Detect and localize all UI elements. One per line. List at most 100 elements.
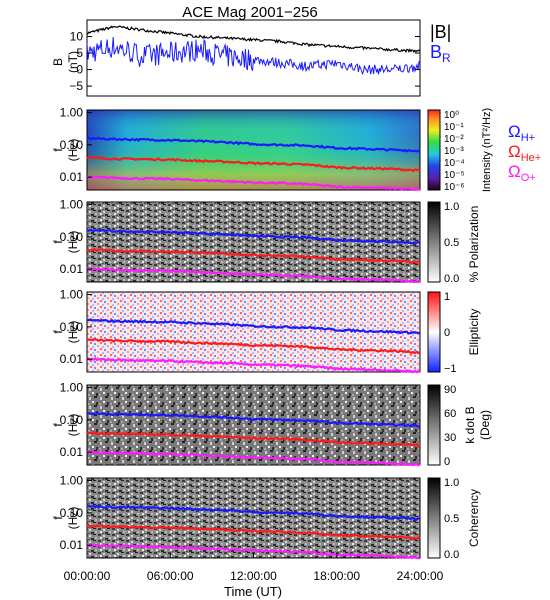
b-ylabel-line2: (nT): [66, 51, 80, 73]
legend-omega-o-sub: O+: [521, 172, 536, 184]
polarization-ylabel-line1: f: [51, 240, 65, 244]
colorbar-tick-label: 1.0: [444, 201, 459, 213]
legend-omega-o-base: Ω: [508, 162, 521, 181]
coherency-ylabel-line2: (Hz): [66, 507, 80, 530]
intensity-spectrogram-overlay: [87, 110, 420, 190]
x-tick-label: 24:00:00: [397, 569, 444, 583]
legend-omega-h-sub: H+: [521, 132, 535, 144]
colorbar-tick-label: 10⁻⁵: [444, 170, 465, 181]
legend-br: BR: [430, 42, 451, 65]
colorbar-tick-label: 0.5: [444, 237, 459, 249]
legend-omega-h-base: Ω: [508, 122, 521, 141]
x-tick-label: 12:00:00: [230, 569, 277, 583]
ellipticity-colorbar: [427, 291, 441, 373]
legend-b-magnitude: |B|: [430, 22, 451, 42]
coherency-colorbar: [427, 477, 441, 559]
freq-line-o: [86, 357, 421, 374]
colorbar-tick-label: 0.0: [444, 549, 459, 561]
colorbar-tick-label: 0.5: [444, 513, 459, 525]
coherency-colorbar-label: Coherency: [467, 489, 481, 547]
freq-ytick-label: 0.01: [60, 262, 84, 276]
polarization-colorbar-label: % Polarization: [467, 206, 481, 283]
kdotb-ylabel-line2: (Hz): [66, 414, 80, 437]
freq-ytick-label: 1.00: [60, 474, 84, 488]
kdotb-panel: 1.00 0.10 0.01 90 60 30 0 k dot B (Deg) f (Hz…: [51, 381, 492, 468]
freq-line-o: [86, 267, 421, 284]
colorbar-tick-label: 1: [444, 291, 450, 303]
freq-ytick-label: 0.10: [60, 320, 84, 334]
b-ylabel-line1: B: [51, 58, 65, 66]
freq-line-he: [86, 431, 421, 448]
freq-ytick-label: 1.00: [60, 288, 84, 302]
freq-line-h: [86, 136, 421, 153]
colorbar-tick-label: 90: [444, 384, 456, 396]
colorbar-tick-label: 0: [444, 327, 450, 339]
colorbar-tick-label: 10⁻³: [444, 146, 464, 157]
x-axis-label: Time (UT): [224, 584, 282, 599]
intensity-ylabel-line1: f: [51, 148, 65, 152]
coherency-ylabel-line1: f: [51, 516, 65, 520]
kdotb-colorbar: [427, 384, 441, 466]
freq-line-he: [86, 338, 421, 355]
freq-ytick-label: 1.00: [60, 198, 84, 212]
intensity-colorbar: [427, 109, 441, 191]
ellipticity-panel: 1.00 0.10 0.01 1 0 −1 Ellipticity f (Hz): [51, 288, 481, 375]
freq-ytick-label: 0.01: [60, 352, 84, 366]
legend-omega-h: ΩH+: [508, 122, 535, 144]
intensity-panel: 1.00 0.10 0.01 10⁰10⁻¹10⁻²10⁻³10⁻⁴10⁻⁵10⁻⁶…: [51, 106, 541, 193]
colorbar-tick-label: 10⁻⁴: [444, 158, 465, 169]
freq-line-h: [87, 228, 421, 245]
legend-omega-he: ΩHe+: [508, 142, 541, 164]
intensity-ylabel-line2: (Hz): [66, 139, 80, 162]
b-ytick-label: 0: [76, 63, 83, 77]
b-ytick-label: −5: [69, 79, 83, 93]
colorbar-tick-label: 1.0: [444, 477, 459, 489]
freq-ytick-label: 0.01: [60, 538, 84, 552]
colorbar-tick-label: 10⁻⁶: [444, 182, 465, 193]
freq-line-h: [86, 504, 421, 521]
x-tick-label: 18:00:00: [313, 569, 360, 583]
freq-line-h: [86, 411, 421, 428]
kdotb-colorbar-label-line2: (Deg): [478, 410, 492, 440]
coherency-panel: 1.00 0.10 0.01 1.0 0.5 0.0 Coherency f (Hz): [51, 474, 481, 561]
freq-ytick-label: 1.00: [60, 381, 84, 395]
freq-line-he: [86, 523, 421, 541]
ellipticity-ylabel-line2: (Hz): [66, 321, 80, 344]
legend-omega-o: ΩO+: [508, 162, 536, 184]
freq-ytick-label: 0.10: [60, 413, 84, 427]
b-panel-frame: [86, 19, 421, 97]
figure-title: ACE Mag 2001−256: [182, 4, 318, 21]
legend-omega-he-sub: He+: [521, 152, 542, 164]
b-ytick-label: 10: [70, 30, 84, 44]
freq-ytick-label: 0.01: [60, 170, 84, 184]
colorbar-tick-label: 60: [444, 408, 456, 420]
freq-line-o: [86, 450, 421, 467]
freq-ytick-label: 0.10: [60, 138, 84, 152]
legend-omega-he-base: Ω: [508, 142, 521, 161]
x-tick-label: 00:00:00: [64, 569, 111, 583]
b-magnitude-series-line: [86, 25, 421, 54]
ellipticity-ylabel-line1: f: [51, 330, 65, 334]
colorbar-tick-label: 10⁻¹: [444, 122, 464, 133]
freq-line-he: [86, 248, 421, 265]
ellipticity-colorbar-label: Ellipticity: [467, 309, 481, 356]
freq-ytick-label: 0.01: [60, 445, 84, 459]
freq-ytick-label: 1.00: [60, 106, 84, 120]
freq-ytick-label: 0.10: [60, 506, 84, 520]
freq-line-h: [86, 318, 421, 335]
intensity-colorbar-label: Intensity (nT²/Hz): [481, 108, 493, 192]
kdotb-colorbar-label-line1: k dot B: [463, 406, 477, 443]
colorbar-tick-label: 0.0: [444, 273, 459, 285]
colorbar-tick-label: 10⁻²: [444, 134, 464, 145]
b-ytick-label: 5: [76, 46, 83, 60]
kdotb-ylabel-line1: f: [51, 423, 65, 427]
freq-line-o: [86, 175, 421, 192]
legend-br-sub: R: [442, 51, 451, 65]
colorbar-tick-label: 30: [444, 432, 456, 444]
freq-ytick-label: 0.10: [60, 230, 84, 244]
x-tick-label: 06:00:00: [147, 569, 194, 583]
colorbar-tick-label: 0: [444, 456, 450, 468]
colorbar-tick-label: 10⁰: [444, 110, 459, 121]
b-panel: 10 5 0 −5 B (nT) |B| BR: [51, 19, 451, 97]
